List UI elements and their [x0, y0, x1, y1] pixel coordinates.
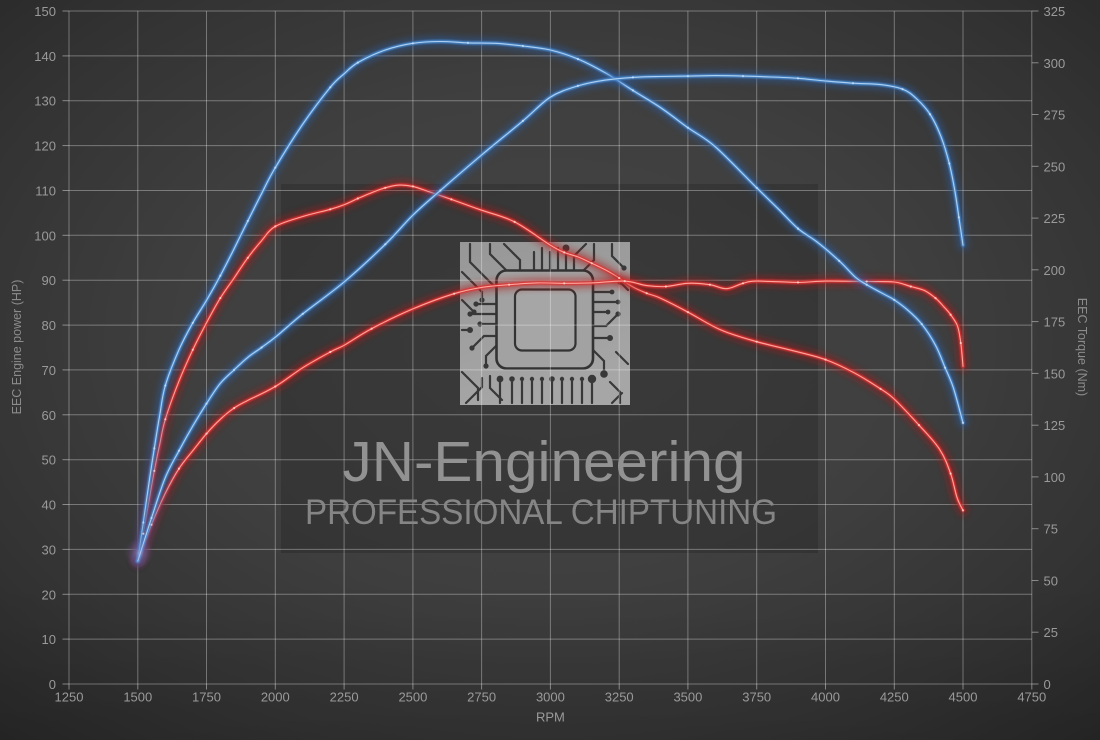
svg-text:10: 10	[42, 632, 56, 647]
svg-text:3750: 3750	[742, 690, 771, 705]
svg-text:50: 50	[1044, 574, 1058, 589]
svg-text:PROFESSIONAL CHIPTUNING: PROFESSIONAL CHIPTUNING	[305, 493, 777, 532]
svg-text:40: 40	[42, 498, 56, 513]
svg-text:100: 100	[34, 228, 56, 243]
svg-text:250: 250	[1044, 159, 1066, 174]
svg-text:RPM: RPM	[536, 710, 565, 725]
svg-text:110: 110	[35, 184, 56, 199]
svg-text:275: 275	[1044, 108, 1066, 123]
svg-text:50: 50	[42, 453, 56, 468]
svg-text:1250: 1250	[55, 690, 84, 705]
svg-text:150: 150	[1044, 366, 1066, 381]
svg-text:125: 125	[1044, 418, 1066, 433]
svg-text:3000: 3000	[536, 690, 565, 705]
svg-text:75: 75	[1044, 522, 1058, 537]
svg-text:200: 200	[1044, 263, 1066, 278]
svg-text:130: 130	[34, 94, 56, 109]
svg-text:3250: 3250	[605, 690, 634, 705]
svg-text:0: 0	[1044, 677, 1051, 692]
svg-text:2000: 2000	[261, 690, 290, 705]
svg-text:2500: 2500	[398, 690, 427, 705]
svg-text:100: 100	[1044, 470, 1066, 485]
svg-text:4500: 4500	[949, 690, 978, 705]
svg-text:175: 175	[1044, 315, 1066, 330]
svg-text:2750: 2750	[467, 690, 496, 705]
svg-text:325: 325	[1044, 4, 1066, 19]
svg-text:1500: 1500	[123, 690, 152, 705]
svg-text:3500: 3500	[673, 690, 702, 705]
svg-text:140: 140	[34, 49, 56, 64]
svg-text:70: 70	[42, 363, 56, 378]
svg-text:EEC Torque (Nm): EEC Torque (Nm)	[1075, 298, 1089, 396]
svg-text:EEC Engine power (HP): EEC Engine power (HP)	[10, 280, 24, 415]
svg-text:300: 300	[1044, 56, 1066, 71]
svg-text:25: 25	[1044, 625, 1058, 640]
svg-text:225: 225	[1044, 211, 1066, 226]
svg-text:4250: 4250	[880, 690, 909, 705]
svg-text:120: 120	[34, 139, 56, 154]
svg-text:80: 80	[42, 318, 56, 333]
svg-text:30: 30	[42, 542, 56, 557]
svg-text:0: 0	[49, 677, 56, 692]
svg-text:1750: 1750	[192, 690, 221, 705]
svg-text:4000: 4000	[811, 690, 840, 705]
svg-text:150: 150	[34, 4, 56, 19]
svg-text:2250: 2250	[330, 690, 359, 705]
svg-text:JN-Engineering: JN-Engineering	[343, 430, 746, 494]
svg-text:60: 60	[42, 408, 56, 423]
svg-text:20: 20	[42, 587, 56, 602]
svg-text:90: 90	[42, 273, 56, 288]
svg-text:4750: 4750	[1017, 690, 1046, 705]
